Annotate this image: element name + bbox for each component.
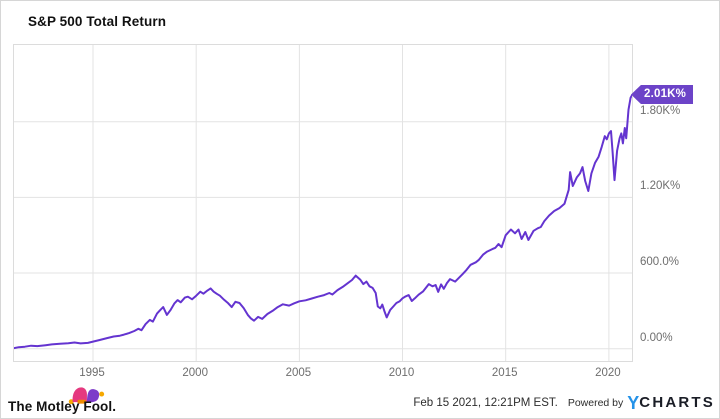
jester-cap-icon bbox=[68, 387, 105, 405]
motley-fool-wordmark: The Motley Fool. bbox=[8, 399, 117, 414]
x-tick-label: 2010 bbox=[388, 367, 415, 379]
chart-canvas bbox=[14, 45, 632, 361]
y-tick-label: 0.00% bbox=[640, 331, 673, 344]
x-tick-label: 2000 bbox=[182, 367, 208, 379]
last-value-label: 2.01K% bbox=[644, 88, 687, 100]
x-tick-label: 1995 bbox=[79, 367, 105, 379]
ycharts-wordmark: CHARTS bbox=[639, 394, 715, 411]
plot-area bbox=[13, 44, 633, 362]
sp500-total-return-line bbox=[14, 94, 632, 350]
footer-attribution: Feb 15 2021, 12:21PM EST. Powered by Y CH… bbox=[413, 393, 715, 413]
y-tick-label: 1.20K% bbox=[640, 180, 681, 193]
x-tick-label: 2020 bbox=[595, 367, 621, 379]
last-value-badge: 2.01K% bbox=[631, 85, 694, 104]
powered-by-label: Powered by bbox=[567, 397, 624, 409]
ycharts-logo: Y CHARTS bbox=[627, 393, 715, 413]
y-tick-label: 1.80K% bbox=[640, 104, 681, 117]
y-tick-label: 600.0% bbox=[640, 256, 680, 269]
x-tick-label: 2015 bbox=[491, 367, 518, 379]
chart-title: S&P 500 Total Return bbox=[28, 14, 167, 29]
timestamp-label: Feb 15 2021, 12:21PM EST. bbox=[413, 397, 558, 409]
x-tick-label: 2005 bbox=[285, 367, 312, 379]
ycharts-y-glyph: Y bbox=[627, 393, 640, 413]
